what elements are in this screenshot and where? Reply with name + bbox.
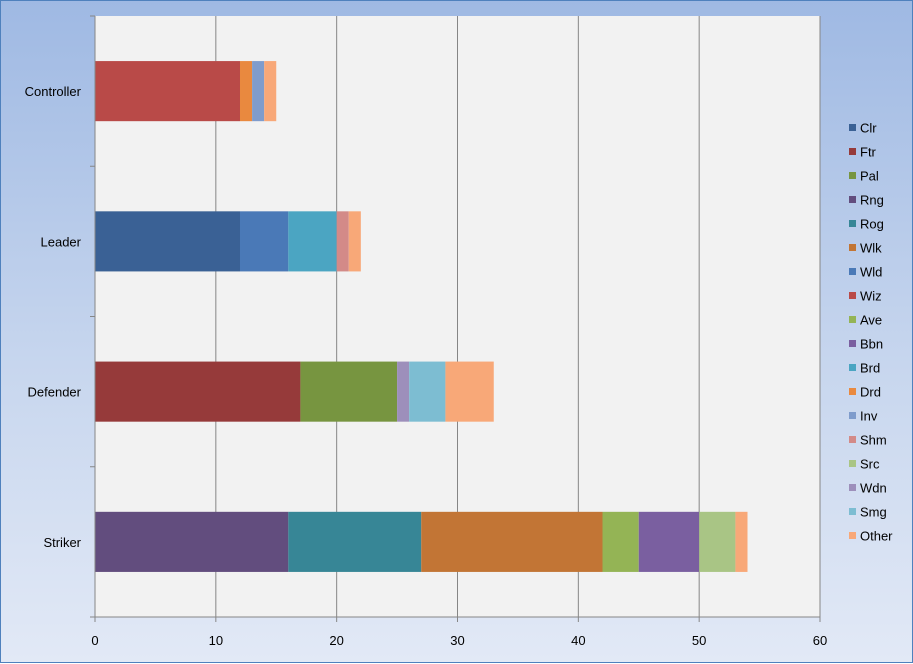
bar-segment-ftr-defender <box>95 361 301 422</box>
legend-label: Ftr <box>860 145 877 160</box>
bar-segment-other-striker <box>735 511 748 572</box>
x-tick-label: 50 <box>692 633 706 648</box>
legend-label: Wlk <box>860 241 882 256</box>
x-tick-label: 20 <box>329 633 343 648</box>
legend-label: Bbn <box>860 337 883 352</box>
legend-swatch <box>849 484 856 491</box>
legend-label: Inv <box>860 409 878 424</box>
bar-segment-other-defender <box>445 361 494 422</box>
legend-swatch <box>849 244 856 251</box>
bar-segment-clr-leader <box>95 211 240 272</box>
bar-segment-drd-controller <box>240 61 253 122</box>
x-tick-label: 30 <box>450 633 464 648</box>
bar-segment-smg-defender <box>409 361 446 422</box>
x-tick-label: 60 <box>813 633 827 648</box>
x-tick-label: 10 <box>209 633 223 648</box>
category-label: Leader <box>41 234 82 249</box>
bar-segment-wdn-defender <box>397 361 410 422</box>
category-label: Striker <box>43 535 81 550</box>
legend-swatch <box>849 268 856 275</box>
legend-label: Rng <box>860 193 884 208</box>
axis-labels: 0 10 20 30 40 50 60 Striker Defender Leader Contro… <box>25 84 828 648</box>
legend-swatch <box>849 508 856 515</box>
bar-segment-rog-striker <box>288 511 422 572</box>
bar-segment-src-striker <box>699 511 736 572</box>
legend-swatch <box>849 460 856 467</box>
bar-segment-bbn-striker <box>638 511 700 572</box>
bar-segment-rng-striker <box>95 511 289 572</box>
legend-label: Drd <box>860 385 881 400</box>
legend-label: Ave <box>860 313 882 328</box>
legend-label: Rog <box>860 217 884 232</box>
legend-swatch <box>849 412 856 419</box>
legend-swatch <box>849 532 856 539</box>
legend-swatch <box>849 364 856 371</box>
legend-swatch <box>849 292 856 299</box>
bars <box>95 61 748 572</box>
legend-swatch <box>849 340 856 347</box>
bar-segment-ave-striker <box>602 511 639 572</box>
legend-swatch <box>849 316 856 323</box>
legend-swatch <box>849 196 856 203</box>
bar-segment-other-controller <box>264 61 277 122</box>
bar-segment-wld-leader <box>240 211 289 272</box>
category-label: Defender <box>28 385 82 400</box>
legend-label: Src <box>860 457 880 472</box>
legend-label: Wld <box>860 265 882 280</box>
legend-label: Wiz <box>860 289 882 304</box>
category-label: Controller <box>25 84 82 99</box>
legend-label: Other <box>860 529 893 544</box>
legend-label: Smg <box>860 505 887 520</box>
legend-label: Clr <box>860 121 877 136</box>
bar-segment-pal-defender <box>300 361 398 422</box>
legend-label: Wdn <box>860 481 887 496</box>
bar-segment-inv-controller <box>252 61 265 122</box>
bar-segment-shm-leader <box>336 211 349 272</box>
x-tick-label: 40 <box>571 633 585 648</box>
legend-label: Pal <box>860 169 879 184</box>
bar-segment-wlk-striker <box>421 511 603 572</box>
bar-segment-wiz-controller <box>95 61 240 122</box>
legend-swatch <box>849 148 856 155</box>
x-tick-label: 0 <box>91 633 98 648</box>
axes <box>90 15 821 622</box>
legend-label: Shm <box>860 433 887 448</box>
legend-swatch <box>849 220 856 227</box>
legend-swatch <box>849 388 856 395</box>
legend-swatch <box>849 436 856 443</box>
legend-swatch <box>849 172 856 179</box>
bar-segment-other-leader <box>348 211 361 272</box>
legend-label: Brd <box>860 361 880 376</box>
legend-swatch <box>849 124 856 131</box>
bar-segment-brd-leader <box>288 211 337 272</box>
legend: Clr Ftr Pal Rng Rog Wlk Wld Wiz Ave Bbn Brd Drd Inv S… <box>849 121 893 544</box>
